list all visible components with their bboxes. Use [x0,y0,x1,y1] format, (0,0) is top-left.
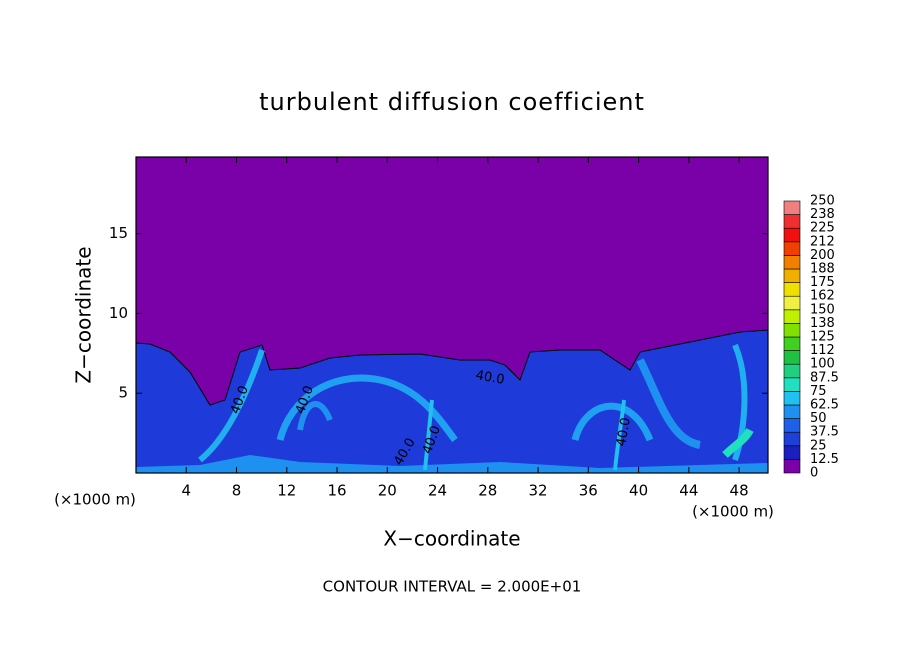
plume [276,374,458,443]
colorbar-box [783,363,801,379]
x-tick-label: 8 [232,482,242,500]
colorbar-label: 250 [810,194,835,209]
colorbar-label: 62.5 [810,398,839,413]
plume [732,343,748,461]
colorbar-box [783,445,801,460]
colorbar-box [783,282,801,297]
x-axis-label: X−coordinate [383,527,520,551]
x-unit-label: (×1000 m) [692,503,774,521]
colorbar-label: 25 [810,438,827,453]
plume [636,358,702,449]
x-tick-label: 16 [327,482,346,500]
colorbar-box [783,459,801,474]
plume [297,401,333,431]
plume [423,399,434,471]
contour-label: 40.0 [614,416,634,447]
colorbar-box [783,377,801,392]
colorbar-label: 0 [810,466,818,481]
plume [198,349,265,463]
x-tick-label: 48 [730,482,749,500]
x-tick-label: 40 [629,482,648,500]
colorbar-label: 225 [810,221,835,236]
y-axis-label: Z−coordinate [72,246,96,383]
colorbar-label: 188 [810,262,835,277]
colorbar-label: 50 [810,411,827,426]
colorbar-label: 87.5 [810,370,839,385]
colorbar-label: 162 [810,289,835,304]
x-tick-label: 36 [579,482,598,500]
colorbar-box [783,418,801,433]
colorbar-box [783,431,801,447]
colorbar-label: 37.5 [810,425,839,440]
colorbar-label: 212 [810,234,835,249]
x-tick-label: 4 [181,482,191,500]
colorbar-label: 138 [810,316,835,331]
plume [722,427,754,458]
x-tick-label: 44 [679,482,698,500]
colorbar-label: 12.5 [810,452,839,467]
x-tick-label: 32 [529,482,548,500]
colorbar-box [783,350,801,365]
colorbar-box [783,309,801,324]
colorbar-box [783,268,801,283]
x-tick-label: 24 [428,482,447,500]
chart-title: turbulent diffusion coefficient [259,88,645,116]
colorbar-box [783,336,801,351]
plot-frame [135,156,769,474]
colorbar-box [783,295,801,311]
y-tick-label: 5 [118,384,128,402]
colorbar-label: 125 [810,330,835,345]
colorbar-label: 112 [810,343,835,358]
footer-note: CONTOUR INTERVAL = 2.000E+01 [323,578,582,596]
colorbar-label: 150 [810,302,835,317]
colorbar-box [783,391,801,406]
colorbar-box [783,200,801,215]
plume [613,399,626,471]
x-tick-label: 20 [378,482,397,500]
x-unit-label: (×1000 m) [54,491,136,509]
colorbar-label: 175 [810,275,835,290]
surface-layer [136,455,768,473]
colorbar-box [783,404,801,419]
colorbar-box [783,241,801,256]
field [135,329,769,474]
colorbar-label: 238 [810,207,835,222]
x-tick-label: 12 [277,482,296,500]
colorbar-box [783,227,801,243]
colorbar-box [783,323,801,338]
y-tick-label: 10 [109,304,128,322]
colorbar-label: 75 [810,384,827,399]
x-tick-label: 28 [478,482,497,500]
plume [571,402,654,442]
colorbar-label: 200 [810,248,835,263]
colorbar-box [783,255,801,270]
colorbar-label: 100 [810,357,835,372]
contour-label: 40.0 [474,368,505,388]
y-tick-label: 15 [109,224,128,242]
turbulent-region [135,329,769,474]
colorbar-box [783,214,801,229]
